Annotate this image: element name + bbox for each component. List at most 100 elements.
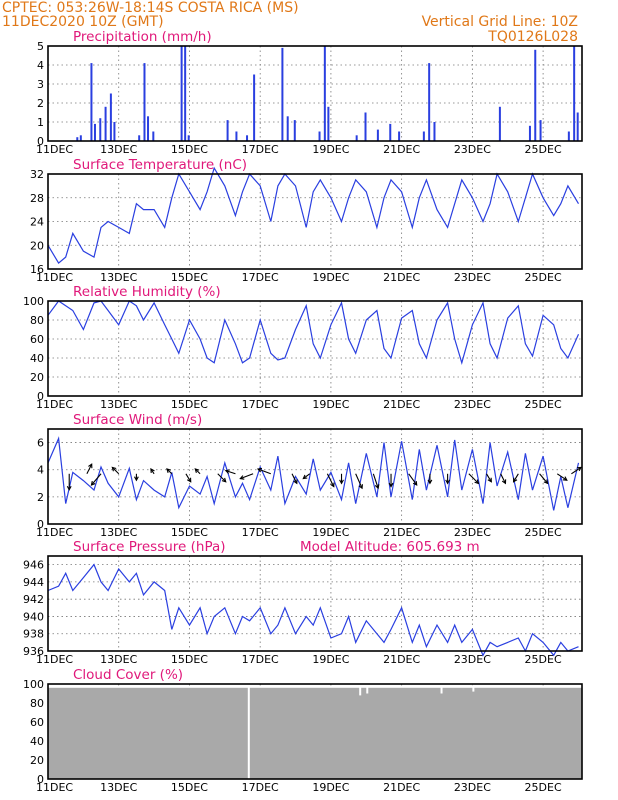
precip-bar [152, 131, 155, 141]
panel-title: Surface Wind (m/s) [73, 412, 202, 428]
wind-arrow-head [339, 479, 344, 485]
x-tick-label: 11DEC [36, 526, 73, 539]
wind-arrow-head [445, 479, 451, 485]
precip-bar [364, 112, 367, 141]
y-tick-label: 2 [37, 97, 44, 110]
cloud-dip [440, 684, 443, 694]
x-tick-label: 21DEC [383, 526, 420, 539]
wind-arrow-head [194, 468, 200, 473]
wind-arrow [372, 473, 379, 489]
wind-arrow-head [576, 466, 582, 472]
precip-bar [576, 112, 579, 141]
y-tick-label: 24 [30, 216, 44, 229]
wind-arrow [355, 473, 363, 489]
x-tick-label: 11DEC [36, 143, 73, 156]
wind-arrow-head [66, 486, 72, 491]
y-tick-label: 28 [30, 192, 44, 205]
precip-bar [180, 46, 183, 141]
precip-bar [433, 122, 436, 141]
x-tick-label: 13DEC [100, 781, 137, 794]
wind-arrow [513, 473, 519, 483]
panel-2: Relative Humidity (%) 0 20 40 60 80 100 11DEC 13… [23, 284, 583, 411]
x-tick-label: 17DEC [242, 781, 279, 794]
y-tick-label: 40 [30, 735, 44, 748]
wind-arrow-head [487, 477, 492, 483]
y-tick-label: 0 [37, 518, 44, 531]
x-tick-label: 21DEC [383, 143, 420, 156]
wind-arrow-head [134, 476, 139, 482]
precip-bar [184, 46, 187, 141]
y-tick-label: 6 [37, 437, 44, 450]
wind-arrow-head [474, 479, 480, 485]
wind-arrow-head [330, 482, 335, 488]
precip-bar [318, 131, 321, 141]
wind-arrow [539, 473, 548, 484]
x-tick-label: 23DEC [454, 526, 491, 539]
panel-frame [47, 555, 583, 652]
wind-arrow [302, 473, 311, 480]
precip-bar [567, 131, 570, 141]
precip-bar [293, 120, 296, 141]
y-tick-label: 20 [30, 371, 44, 384]
precip-bar [528, 125, 531, 141]
wind-arrow-head [186, 477, 192, 483]
header-date: 11DEC2020 10Z (GMT) [2, 14, 164, 30]
wind-arrow [217, 473, 227, 483]
x-tick-label: 11DEC [36, 398, 73, 411]
precip-bar [109, 93, 112, 141]
x-tick-label: 15DEC [171, 271, 208, 284]
header-model: TQ0126L028 [487, 29, 578, 45]
precip-bar [327, 106, 330, 141]
precip-bar [286, 116, 289, 141]
wind-arrow-head [166, 468, 171, 473]
panel-title: Surface Pressure (hPa) [73, 539, 226, 555]
y-tick-label: 946 [23, 559, 44, 572]
precip-bar [534, 49, 537, 141]
precip-bar [90, 63, 93, 141]
x-tick-label: 19DEC [312, 781, 349, 794]
precip-bar [99, 118, 102, 141]
precip-bar [355, 135, 358, 141]
cloud-dip [359, 684, 362, 696]
panel-4: Surface Pressure (hPa) Model Altitude: 60… [23, 539, 583, 666]
precip-bar [253, 74, 256, 141]
y-tick-label: 16 [30, 263, 44, 276]
wind-arrow [556, 473, 568, 481]
y-tick-label: 0 [37, 773, 44, 786]
wind-arrow [240, 473, 254, 480]
x-tick-label: 13DEC [100, 398, 137, 411]
y-tick-label: 936 [23, 645, 44, 658]
panel-3: Surface Wind (m/s) 0 2 4 6 11DEC 13DEC 15DEC 17D… [36, 412, 583, 539]
x-tick-label: 13DEC [100, 271, 137, 284]
precip-bar [498, 106, 501, 141]
x-tick-label: 23DEC [454, 398, 491, 411]
wind-arrow-head [302, 474, 308, 480]
panel-frame [47, 45, 583, 142]
wind-arrow [257, 468, 271, 475]
x-tick-label: 11DEC [36, 653, 73, 666]
precip-bar [422, 131, 425, 141]
cloud-dip [472, 684, 475, 692]
x-tick-label: 23DEC [454, 653, 491, 666]
panel-title: Surface Temperature (nC) [73, 157, 247, 173]
panel-1: Surface Temperature (nC) 16 20 24 28 32 11DEC 1… [30, 157, 583, 284]
x-tick-label: 25DEC [525, 653, 562, 666]
x-tick-label: 13DEC [100, 526, 137, 539]
wind-arrow [111, 466, 120, 475]
x-tick-label: 13DEC [100, 143, 137, 156]
panel-frame [47, 428, 583, 525]
precip-bar [428, 63, 431, 141]
cloud-area [48, 687, 582, 779]
x-tick-label: 11DEC [36, 271, 73, 284]
y-tick-label: 942 [23, 593, 44, 606]
panel-subtitle: Model Altitude: 605.693 m [300, 539, 480, 555]
x-tick-label: 17DEC [242, 143, 279, 156]
x-tick-label: 25DEC [525, 781, 562, 794]
y-tick-label: 100 [23, 295, 44, 308]
x-tick-label: 19DEC [312, 271, 349, 284]
panel-frame [47, 173, 583, 270]
x-tick-label: 23DEC [454, 143, 491, 156]
wind-arrow-head [412, 480, 418, 486]
x-tick-label: 17DEC [242, 653, 279, 666]
